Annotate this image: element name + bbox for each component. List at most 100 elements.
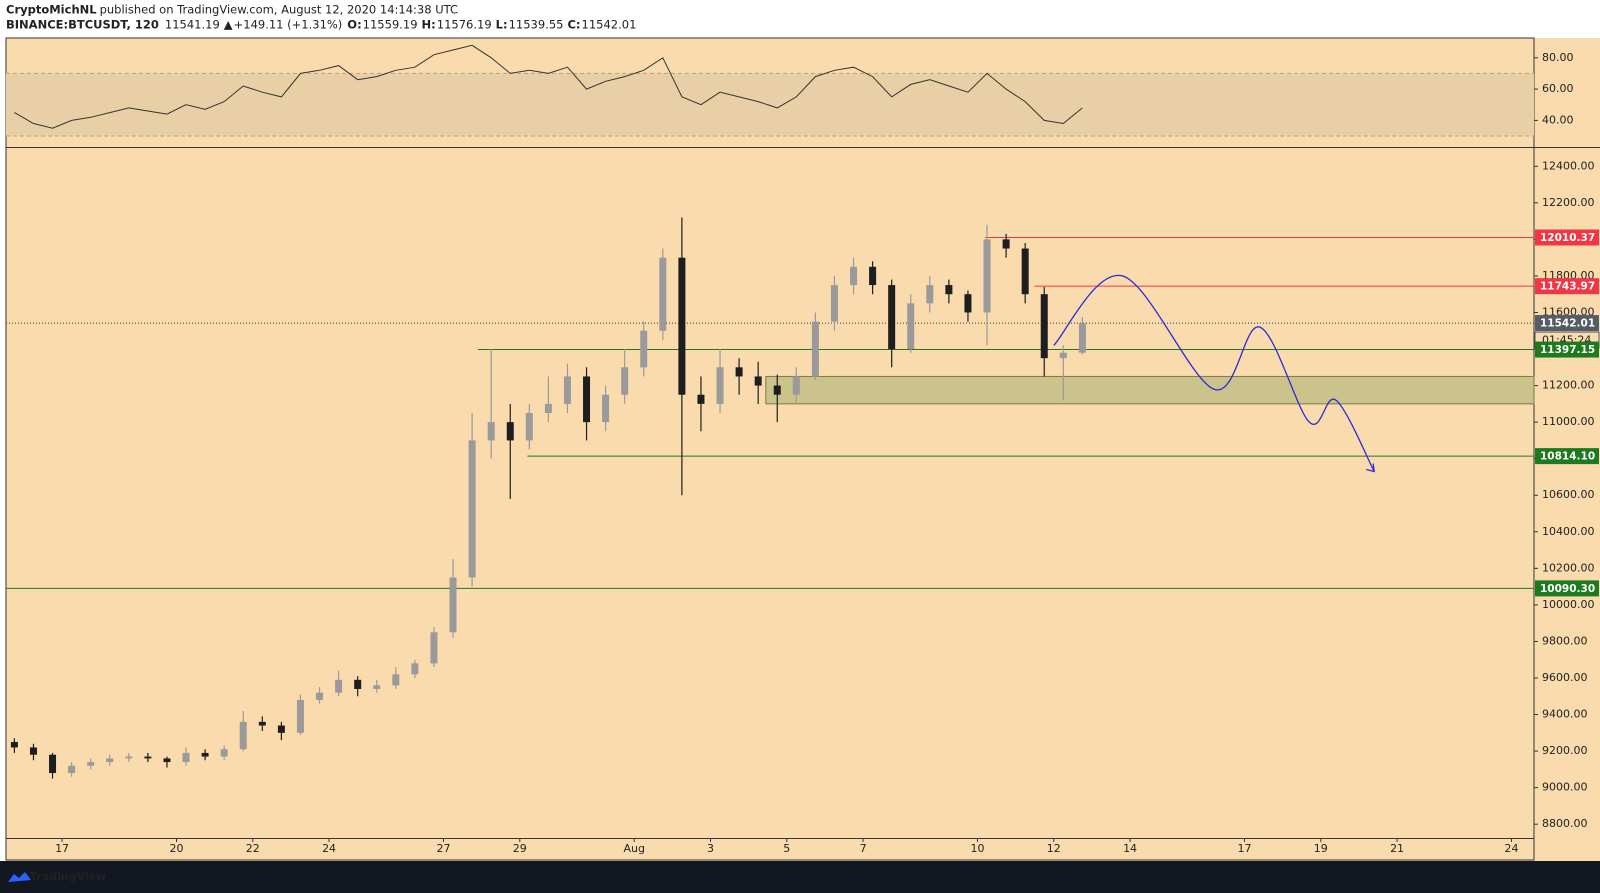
x-tick-label: 20 [169, 842, 183, 855]
chart-frame [5, 37, 1535, 861]
price-tag [1535, 278, 1599, 295]
x-tick-label: 27 [436, 842, 450, 855]
candle-body [659, 257, 667, 331]
candle-body [10, 741, 18, 748]
x-tick-label: 24 [322, 842, 336, 855]
candle-body [563, 376, 571, 404]
candle-body [1078, 323, 1086, 353]
footer-bg [0, 861, 1600, 893]
candle-body [125, 756, 133, 759]
candle-body [1002, 239, 1010, 249]
candle-body [583, 376, 591, 423]
y-tick-label: 10000.00 [1542, 598, 1595, 611]
candle-body [277, 725, 285, 733]
candle-body [411, 663, 419, 675]
price-tag [1535, 229, 1599, 246]
y-tick-label: 12200.00 [1542, 196, 1595, 209]
candle-body [754, 376, 762, 386]
brand-logo [8, 872, 31, 882]
header-text: BINANCE:BTCUSDT, 120 [6, 18, 159, 32]
y-tick-label: 8800.00 [1542, 817, 1588, 830]
candle-body [373, 685, 381, 689]
candle-body [335, 679, 343, 693]
candle-body [602, 394, 610, 423]
candle-body [487, 422, 495, 441]
x-tick-label: 17 [1237, 842, 1251, 855]
candle-body [640, 330, 648, 368]
candle-body [29, 747, 37, 755]
candle-body [68, 765, 76, 774]
candle-body [869, 266, 877, 286]
header-text: published on TradingView.com, August 12,… [100, 3, 458, 17]
candle-body [678, 257, 686, 395]
y-tick-label: 10600.00 [1542, 488, 1595, 501]
header-text: 11539.55 [509, 18, 564, 32]
x-tick-label: 5 [783, 842, 790, 855]
candle-body [49, 754, 57, 774]
rsi-band [6, 73, 1534, 137]
header-text: C: [567, 18, 580, 32]
projection-arrowhead [1366, 463, 1375, 473]
x-tick-label: 7 [860, 842, 867, 855]
candle-body [258, 721, 266, 726]
candle-body [716, 367, 724, 404]
candle-body [621, 367, 629, 395]
candle-body [506, 422, 514, 441]
x-tick-label: 21 [1390, 842, 1404, 855]
y-tick-label: 12400.00 [1542, 159, 1595, 172]
candle-body [430, 632, 438, 664]
y-tick-label: 10200.00 [1542, 561, 1595, 574]
header-text: L: [496, 18, 508, 32]
candle-body [964, 294, 972, 313]
header-text: 11542.01 [582, 18, 637, 32]
candle-body [468, 440, 476, 578]
candle-body [697, 394, 705, 404]
candle-body [888, 285, 896, 350]
candle-body [87, 762, 95, 766]
header-text: ▲ [224, 18, 233, 32]
candle-body [907, 303, 915, 350]
candle-body [792, 376, 800, 395]
rsi-tick-label: 80.00 [1542, 51, 1574, 64]
candle-body [392, 674, 400, 686]
price-tag [1535, 580, 1599, 597]
x-tick-label: 14 [1123, 842, 1137, 855]
candle-body [811, 321, 819, 377]
y-tick-label: 9600.00 [1542, 671, 1588, 684]
rsi-tick-label: 60.00 [1542, 82, 1574, 95]
header-text: 11559.19 [363, 18, 418, 32]
candle-body [354, 679, 362, 689]
candle-body [525, 413, 533, 441]
rsi-tick-label: 40.00 [1542, 113, 1574, 126]
y-tick-label: 9000.00 [1542, 781, 1588, 794]
header-text: CryptoMichNL [6, 3, 97, 17]
x-tick-label: 19 [1314, 842, 1328, 855]
price-tag-label: 10090.30 [1540, 583, 1595, 595]
price-tag-label: 11397.15 [1540, 344, 1595, 356]
chart-bg [6, 38, 1600, 861]
candle-body [830, 285, 838, 322]
brand-name: TradingView [30, 870, 106, 883]
candle-body [945, 285, 953, 295]
candle-body [182, 752, 190, 763]
candle-body [926, 285, 934, 304]
price-tag [1535, 341, 1599, 358]
candle-body [544, 403, 552, 413]
header-text: 11576.19 [437, 18, 492, 32]
candle-body [316, 692, 324, 700]
candle-body [1021, 248, 1029, 295]
candle-body [449, 577, 457, 633]
candle-body [1040, 294, 1048, 359]
price-tag-label: 11542.01 [1540, 318, 1595, 330]
support-zone [765, 375, 1535, 405]
candle-body [773, 385, 781, 395]
price-tag-label: 11743.97 [1540, 281, 1595, 293]
rsi-line [14, 44, 1083, 129]
candle-body [163, 758, 171, 763]
x-tick-label: 12 [1047, 842, 1061, 855]
candle-body [1059, 352, 1067, 359]
y-tick-label: 10400.00 [1542, 525, 1595, 538]
header-bg [0, 0, 1600, 38]
